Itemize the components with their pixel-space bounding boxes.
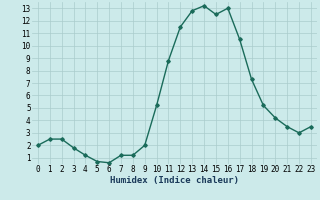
- X-axis label: Humidex (Indice chaleur): Humidex (Indice chaleur): [110, 176, 239, 185]
